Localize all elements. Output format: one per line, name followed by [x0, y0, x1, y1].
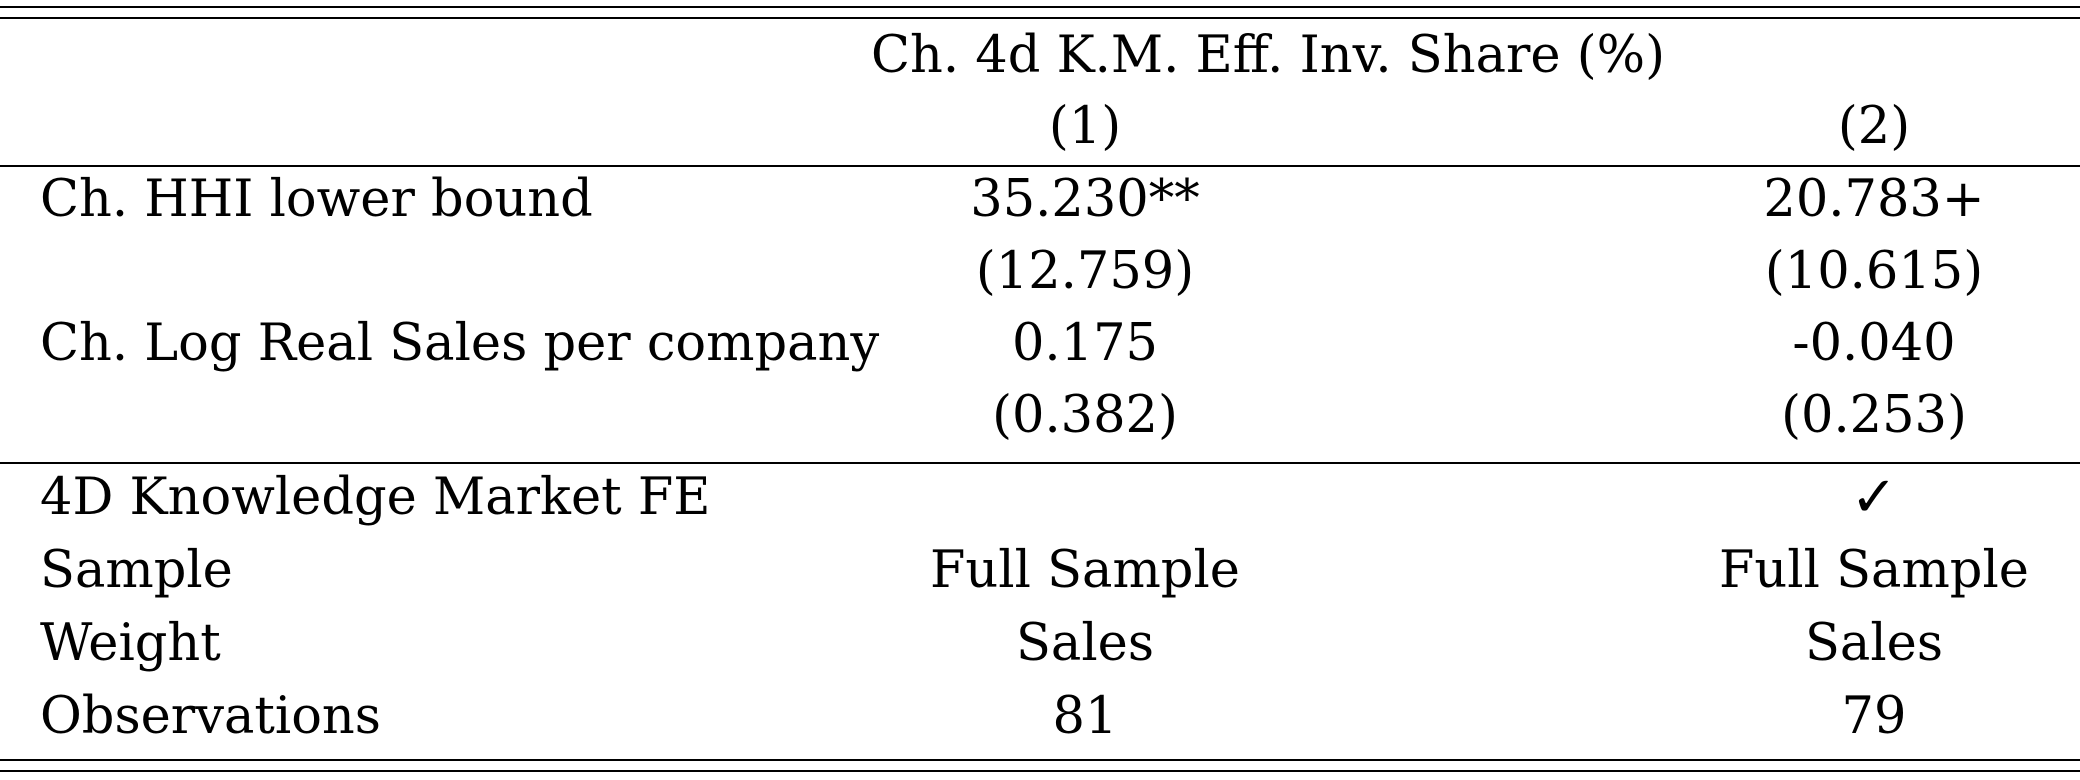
cell-log-sales-se-col2: (0.253)	[1781, 386, 1967, 445]
cell-fe-col1	[885, 462, 1285, 534]
cell-hhi-se-col2: (10.615)	[1764, 242, 1984, 301]
cell-observations-col2: 79	[1841, 687, 1907, 746]
row-label-sample: Sample	[40, 541, 233, 600]
header-rule	[0, 165, 2080, 167]
row-label-log-sales: Ch. Log Real Sales per company	[40, 314, 880, 373]
row-label-observations: Observations	[40, 687, 381, 746]
check-mark-icon: ✓	[1850, 465, 1898, 530]
top-rule-outer	[0, 6, 2080, 8]
row-label-weight: Weight	[40, 614, 221, 673]
cell-hhi-col2: 20.783+	[1763, 170, 1985, 229]
row-label-hhi: Ch. HHI lower bound	[40, 170, 593, 229]
bottom-rule-inner	[0, 759, 2080, 761]
dependent-variable-header: Ch. 4d K.M. Eff. Inv. Share (%)	[870, 26, 1665, 85]
row-label-fe: 4D Knowledge Market FE	[40, 468, 711, 527]
column-header-1: (1)	[1048, 97, 1122, 156]
cell-log-sales-col2: -0.040	[1792, 314, 1956, 373]
column-header-2: (2)	[1837, 97, 1911, 156]
cell-sample-col2: Full Sample	[1719, 541, 2029, 600]
cell-hhi-col1: 35.230**	[970, 170, 1200, 229]
cell-observations-col1: 81	[1052, 687, 1118, 746]
cell-sample-col1: Full Sample	[930, 541, 1240, 600]
cell-weight-col2: Sales	[1804, 614, 1943, 673]
cell-log-sales-col1: 0.175	[1011, 314, 1158, 373]
body-rule	[0, 462, 2080, 464]
cell-hhi-se-col1: (12.759)	[975, 242, 1195, 301]
cell-weight-col1: Sales	[1015, 614, 1154, 673]
cell-log-sales-se-col1: (0.382)	[992, 386, 1178, 445]
bottom-rule-outer	[0, 770, 2080, 772]
top-rule-inner	[0, 17, 2080, 19]
